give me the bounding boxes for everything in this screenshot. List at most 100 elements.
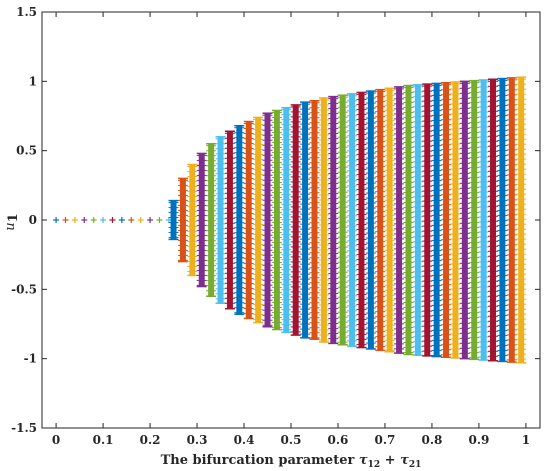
x-tick-label: 1: [522, 433, 530, 447]
x-tick-label: 0.1: [93, 433, 114, 447]
oscillation-band-body: [349, 93, 356, 347]
oscillation-band: [412, 84, 423, 356]
oscillation-band: [215, 136, 226, 304]
oscillation-band-body: [452, 82, 459, 358]
oscillation-band: [243, 120, 254, 320]
oscillation-band: [422, 83, 433, 357]
stable-point: [128, 217, 135, 223]
oscillation-band: [459, 80, 470, 360]
stable-point: [137, 217, 144, 223]
oscillation-band: [431, 82, 442, 358]
x-tick-label: 0.7: [375, 433, 396, 447]
oscillation-band-body: [358, 92, 365, 348]
oscillation-band: [469, 79, 480, 361]
ticks-layer: 0 0.1 0.2 0.3 0.4 0.5 0.6 0.7 0.8 0.9 1 -1.5 -1 -0.5 0…: [11, 5, 540, 447]
oscillation-band-body: [302, 102, 309, 338]
x-tick-label: 0: [52, 433, 60, 447]
oscillation-band-body: [499, 78, 506, 362]
oscillation-band-body: [471, 80, 478, 360]
oscillation-band-body: [330, 96, 337, 344]
y-tick-label: 0: [29, 213, 37, 227]
oscillation-band-body: [170, 200, 177, 240]
oscillation-band: [290, 104, 301, 336]
oscillation-band: [497, 77, 508, 363]
x-tick-label: 0.3: [187, 433, 208, 447]
oscillation-band: [168, 199, 179, 241]
oscillation-band: [318, 97, 329, 343]
oscillation-band-body: [396, 86, 403, 354]
oscillation-band: [441, 81, 452, 359]
stable-point: [62, 217, 69, 223]
oscillation-band-body: [273, 110, 280, 330]
x-axis-title: The bifurcation parameter τ12 + τ21: [161, 453, 422, 470]
y-tick-label: 1.5: [16, 5, 37, 19]
oscillation-band-body: [208, 143, 215, 297]
stable-point: [118, 217, 125, 223]
oscillation-band-body: [518, 77, 525, 363]
x-tick-label: 0.2: [140, 433, 161, 447]
oscillation-band: [328, 95, 339, 345]
oscillation-band: [384, 87, 395, 353]
oscillation-band: [356, 91, 367, 349]
oscillation-band: [506, 77, 517, 363]
oscillation-band-body: [367, 91, 374, 349]
stable-point: [109, 217, 116, 223]
stable-point: [53, 217, 60, 223]
oscillation-band-body: [217, 136, 224, 304]
y-axis-title: u1: [3, 213, 21, 230]
oscillation-band: [394, 86, 405, 354]
oscillation-band-body: [377, 89, 384, 351]
y-tick-label: -1: [24, 352, 37, 366]
oscillation-band: [206, 142, 217, 298]
oscillation-band: [450, 81, 461, 359]
oscillation-band: [516, 76, 527, 364]
oscillation-band: [300, 101, 311, 339]
stable-point: [90, 217, 97, 223]
oscillation-band: [478, 79, 489, 361]
oscillation-band: [177, 177, 188, 263]
stable-point: [147, 217, 154, 223]
oscillation-band: [337, 94, 348, 346]
oscillation-band: [262, 112, 273, 328]
y-tick-label: 0.5: [16, 144, 37, 158]
oscillation-band: [309, 99, 320, 341]
stable-point: [71, 217, 78, 223]
oscillation-band-body: [245, 121, 252, 319]
oscillation-band: [375, 88, 386, 352]
data-layer: [53, 76, 527, 364]
oscillation-band: [488, 78, 499, 362]
x-tick-label: 0.6: [328, 433, 349, 447]
oscillation-band-body: [311, 100, 318, 340]
oscillation-band: [187, 163, 198, 277]
oscillation-band-body: [226, 131, 233, 309]
oscillation-band-body: [424, 84, 431, 356]
oscillation-band: [271, 109, 282, 331]
x-tick-label: 0.9: [468, 433, 489, 447]
y-tick-label: -1.5: [11, 421, 37, 435]
oscillation-band: [365, 90, 376, 350]
stable-point: [81, 217, 88, 223]
oscillation-band-body: [255, 117, 262, 323]
oscillation-band-body: [339, 95, 346, 345]
stable-point: [100, 217, 107, 223]
oscillation-band: [403, 84, 414, 356]
oscillation-band-body: [490, 79, 497, 361]
oscillation-band-body: [414, 84, 421, 356]
x-tick-label: 0.8: [421, 433, 442, 447]
oscillation-band: [253, 116, 264, 324]
oscillation-band: [196, 152, 207, 288]
oscillation-band-body: [189, 164, 196, 276]
y-tick-label: 1: [29, 74, 37, 88]
x-tick-label: 0.4: [234, 433, 255, 447]
oscillation-band-body: [405, 85, 412, 355]
oscillation-band: [234, 124, 245, 316]
oscillation-band: [347, 93, 358, 347]
oscillation-band: [281, 106, 292, 334]
x-tick-label: 0.5: [281, 433, 302, 447]
oscillation-band-body: [480, 79, 487, 361]
stable-point: [156, 217, 163, 223]
oscillation-band-body: [461, 81, 468, 359]
y-tick-label: -0.5: [11, 282, 37, 296]
oscillation-band: [224, 130, 235, 310]
